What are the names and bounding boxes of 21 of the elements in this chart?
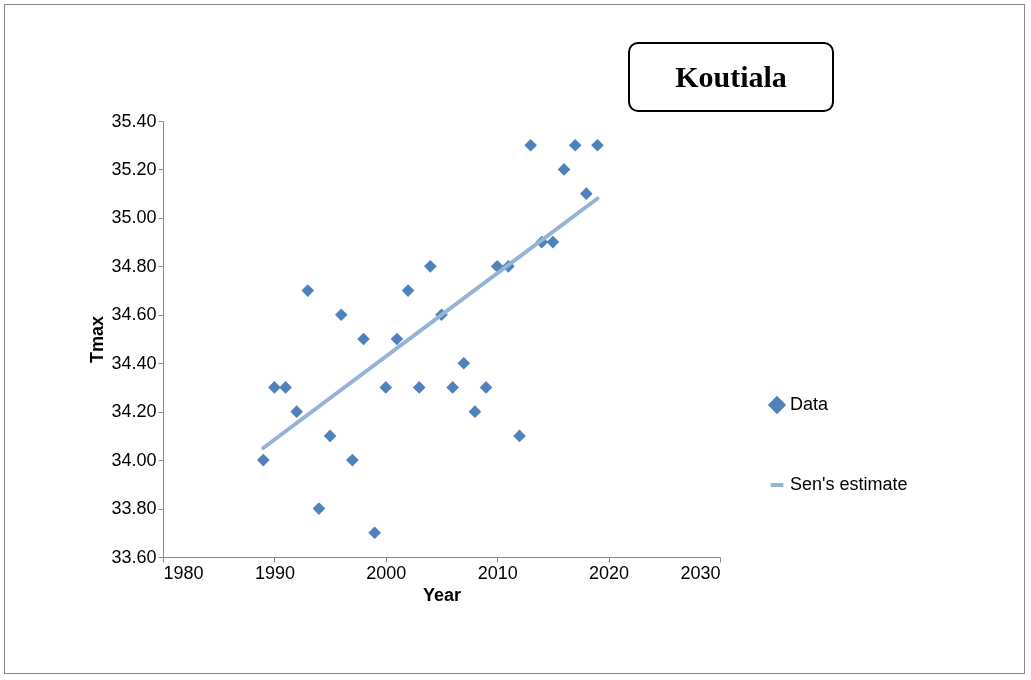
- y-axis-title: Tmax: [87, 315, 108, 364]
- y-tick-label: 34.40: [111, 352, 157, 373]
- chart-title: Koutiala: [628, 42, 834, 112]
- y-tick-label: 34.00: [111, 449, 157, 470]
- y-tick-label: 35.40: [111, 110, 157, 131]
- x-tick-label: 1990: [254, 562, 295, 583]
- legend-label: Sen's estimate: [790, 474, 908, 494]
- y-tick-label: 35.00: [111, 207, 157, 228]
- x-tick-label: 2030: [680, 562, 721, 583]
- y-tick-label: 35.20: [111, 158, 157, 179]
- x-tick-label: 2020: [589, 562, 630, 583]
- y-tick-label: 34.80: [111, 255, 157, 276]
- y-tick-label: 33.60: [111, 546, 157, 567]
- y-tick-label: 33.80: [111, 498, 157, 519]
- legend-label: Data: [790, 394, 830, 414]
- x-tick-label: 2000: [366, 562, 407, 583]
- x-axis-title: Year: [422, 584, 462, 605]
- y-tick-label: 34.60: [111, 304, 157, 325]
- x-tick-label: 1980: [163, 562, 204, 583]
- x-tick-label: 2010: [477, 562, 518, 583]
- y-tick-label: 34.20: [111, 401, 157, 422]
